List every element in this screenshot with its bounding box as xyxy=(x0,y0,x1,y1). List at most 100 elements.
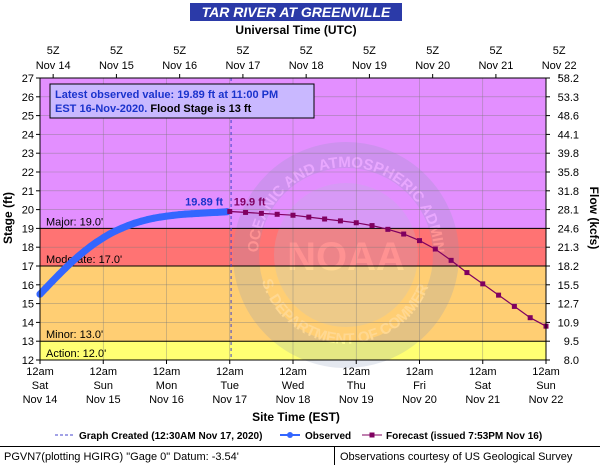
top-tick-label-7: 5Z xyxy=(489,45,502,57)
left-tick-label-2: 14 xyxy=(22,317,34,329)
top-axis-label: Universal Time (UTC) xyxy=(235,23,356,37)
bottom-tick-time-2: 12am xyxy=(153,366,181,378)
bottom-tick-day-3: Tue xyxy=(220,380,239,392)
top-tick-date-7: Nov 21 xyxy=(478,60,513,72)
bottom-tick-date-1: Nov 15 xyxy=(86,394,121,406)
observed-point-22 xyxy=(175,211,183,219)
observed-point-5 xyxy=(68,258,76,266)
left-tick-label-7: 19 xyxy=(22,223,34,235)
bottom-axis-ticks: 12am Sat Nov 14 12am Sun Nov 15 12am Mon Nov 16 1… xyxy=(23,360,563,406)
right-axis-ticks: 8.0 9.5 10.9 12.7 15.5 18.2 21.3 24.6 28.1 31.8 35… xyxy=(546,73,579,367)
bottom-tick-time-5: 12am xyxy=(342,366,370,378)
bottom-axis-title: Site Time (EST) xyxy=(252,410,340,424)
observed-point-15 xyxy=(131,219,139,227)
forecast-point-18 xyxy=(511,303,517,309)
bottom-tick-date-6: Nov 20 xyxy=(402,394,437,406)
right-tick-label-8: 28.1 xyxy=(558,205,579,217)
left-tick-label-0: 12 xyxy=(22,355,34,367)
observed-point-17 xyxy=(144,216,152,224)
bottom-tick-day-2: Mon xyxy=(156,380,177,392)
observed-point-24 xyxy=(188,210,196,218)
forecast-point-5 xyxy=(306,214,312,220)
top-tick-date-2: Nov 16 xyxy=(162,60,197,72)
footer-datum: PGVN7(plotting HGIRG) "Gage 0" Datum: -3… xyxy=(4,451,239,463)
observed-point-3 xyxy=(55,270,63,278)
bottom-tick-time-4: 12am xyxy=(279,366,307,378)
observed-point-19 xyxy=(156,213,164,221)
right-tick-label-12: 44.1 xyxy=(558,129,579,141)
observed-point-14 xyxy=(125,221,133,229)
forecast-point-4 xyxy=(290,212,296,218)
noaa-seal-center-text: NOAA xyxy=(287,235,405,279)
legend-observed-marker xyxy=(287,432,293,438)
top-tick-label-6: 5Z xyxy=(426,45,439,57)
forecast-point-7 xyxy=(337,218,343,224)
top-tick-date-3: Nov 17 xyxy=(225,60,260,72)
right-tick-label-10: 35.8 xyxy=(558,167,579,179)
observed-point-23 xyxy=(181,210,189,218)
right-tick-label-0: 8.0 xyxy=(564,355,579,367)
footer-credit: Observations courtesy of US Geological S… xyxy=(340,451,573,463)
bottom-tick-day-5: Thu xyxy=(347,380,366,392)
top-tick-date-4: Nov 18 xyxy=(289,60,324,72)
info-line-1: Latest observed value: 19.89 ft at 11:00… xyxy=(55,89,278,101)
right-axis-title: Flow (kcfs) xyxy=(587,187,600,250)
bottom-tick-day-7: Sat xyxy=(474,380,491,392)
band-label-0: Action: 12.0' xyxy=(46,348,106,360)
observed-point-7 xyxy=(80,247,88,255)
observed-point-2 xyxy=(49,277,57,285)
top-tick-label-4: 5Z xyxy=(300,45,313,57)
forecast-point-9 xyxy=(369,223,375,229)
forecast-point-19 xyxy=(527,315,533,321)
left-tick-label-13: 25 xyxy=(22,111,34,123)
bottom-tick-date-2: Nov 16 xyxy=(149,394,184,406)
forecast-point-13 xyxy=(432,246,438,252)
forecast-point-16 xyxy=(480,281,486,287)
bottom-tick-day-6: Fri xyxy=(413,380,426,392)
right-tick-label-11: 39.8 xyxy=(558,148,579,160)
observed-point-8 xyxy=(87,242,95,250)
forecast-point-14 xyxy=(448,257,454,263)
left-tick-label-11: 23 xyxy=(22,148,34,160)
observed-point-25 xyxy=(194,209,202,217)
bottom-tick-time-6: 12am xyxy=(406,366,434,378)
forecast-point-1 xyxy=(243,209,249,215)
top-tick-date-1: Nov 15 xyxy=(99,60,134,72)
right-tick-label-15: 58.2 xyxy=(558,73,579,85)
forecast-point-17 xyxy=(496,292,502,298)
right-tick-label-14: 53.3 xyxy=(558,92,579,104)
forecast-point-0 xyxy=(227,208,233,214)
forecast-point-15 xyxy=(464,270,470,276)
left-axis-ticks: 12 13 14 15 16 17 18 19 20 21 22 23 24 25 26 27 xyxy=(22,73,40,367)
legend-forecast-label: Forecast (issued 7:53PM Nov 16) xyxy=(386,431,542,442)
data-series xyxy=(36,208,549,329)
bottom-tick-time-8: 12am xyxy=(532,366,560,378)
left-tick-label-15: 27 xyxy=(22,73,34,85)
top-tick-label-5: 5Z xyxy=(363,45,376,57)
left-tick-label-9: 21 xyxy=(22,186,34,198)
observed-point-12 xyxy=(112,227,120,235)
bottom-tick-date-0: Nov 14 xyxy=(23,394,58,406)
observed-point-13 xyxy=(118,224,126,232)
right-tick-label-1: 9.5 xyxy=(564,336,579,348)
right-tick-label-3: 12.7 xyxy=(558,299,579,311)
left-tick-label-4: 16 xyxy=(22,280,34,292)
left-tick-label-1: 13 xyxy=(22,336,34,348)
legend-observed-label: Observed xyxy=(305,431,351,442)
title-bar xyxy=(190,3,402,21)
top-tick-date-6: Nov 20 xyxy=(415,60,450,72)
bottom-tick-date-4: Nov 18 xyxy=(276,394,311,406)
right-tick-label-13: 48.6 xyxy=(558,111,579,123)
observed-point-18 xyxy=(150,214,158,222)
top-tick-date-5: Nov 19 xyxy=(352,60,387,72)
forecast-point-3 xyxy=(274,211,280,217)
right-tick-label-7: 24.6 xyxy=(558,223,579,235)
noaa-seal-outer xyxy=(233,142,459,368)
info-line-2: EST 16-Nov-2020. Flood Stage is 13 ft xyxy=(55,103,252,115)
bottom-tick-day-4: Wed xyxy=(282,380,304,392)
info-line-2-flood-stage: Flood Stage is 13 ft xyxy=(147,103,251,115)
observed-point-28 xyxy=(213,208,221,216)
top-tick-label-8: 5Z xyxy=(553,45,566,57)
legend-forecast-marker xyxy=(369,432,375,438)
observed-point-16 xyxy=(137,217,145,225)
